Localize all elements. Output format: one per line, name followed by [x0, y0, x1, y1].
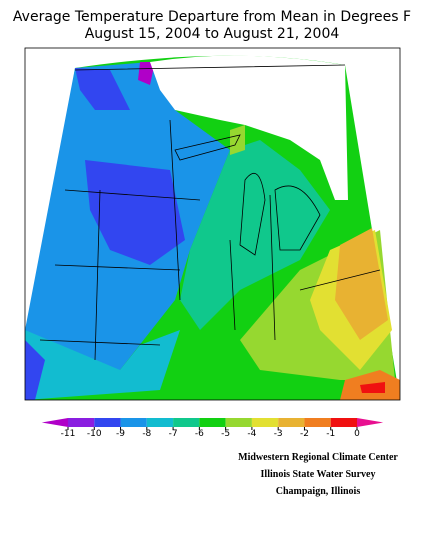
region-cold	[25, 340, 45, 400]
legend-label: -8	[142, 429, 151, 439]
legend-segment	[173, 418, 200, 427]
credit: Champaign, Illinois	[276, 486, 361, 497]
region-hot	[360, 382, 385, 393]
legend-segment	[94, 418, 121, 427]
legend-segment	[251, 418, 279, 427]
region-coldest	[138, 62, 155, 85]
legend-label: -11	[61, 429, 76, 439]
legend-arrow	[357, 418, 384, 427]
legend-label: -3	[274, 429, 283, 439]
legend-segment	[225, 418, 252, 427]
legend-segment	[199, 418, 226, 427]
legend-segment	[68, 418, 95, 427]
credit: Midwestern Regional Climate Center	[238, 452, 398, 463]
legend-label: -9	[116, 429, 125, 439]
map	[24, 47, 401, 401]
credit: Illinois State Water Survey	[261, 469, 376, 480]
legend-segment	[120, 418, 147, 427]
legend-arrow	[41, 418, 68, 427]
legend-label: -7	[169, 429, 178, 439]
map-frame	[24, 47, 401, 401]
legend-label: -4	[247, 429, 256, 439]
borders	[39, 64, 381, 361]
legend-segment	[330, 418, 357, 427]
legend-label: -2	[300, 429, 309, 439]
region	[180, 140, 330, 330]
legend-segment	[146, 418, 174, 427]
legend-label: -10	[87, 429, 102, 439]
legend-label: -5	[221, 429, 230, 439]
legend-label: 0	[354, 429, 360, 439]
region-warmest	[335, 228, 388, 340]
legend-label: -6	[195, 429, 204, 439]
region	[25, 330, 180, 400]
legend-segment	[304, 418, 331, 427]
title-line: August 15, 2004 to August 21, 2004	[85, 26, 340, 42]
legend-segment	[278, 418, 305, 427]
canada	[150, 55, 348, 200]
lakes	[174, 134, 321, 256]
region-cold	[85, 160, 185, 265]
region-cold	[75, 68, 130, 110]
title-line: Average Temperature Departure from Mean …	[13, 9, 411, 25]
legend-label: -1	[326, 429, 335, 439]
